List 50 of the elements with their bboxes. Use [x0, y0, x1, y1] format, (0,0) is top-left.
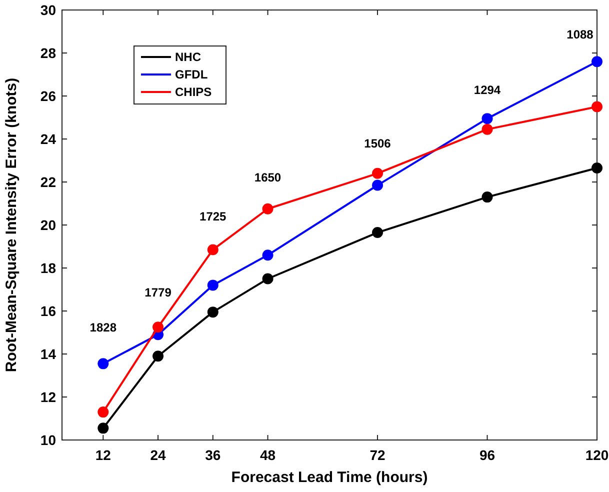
legend-label: GFDL — [175, 68, 208, 82]
annotation: 1725 — [200, 210, 227, 224]
x-tick-label: 12 — [95, 447, 112, 463]
y-tick-label: 30 — [40, 2, 56, 18]
y-tick-label: 12 — [40, 389, 56, 405]
point — [592, 101, 602, 112]
annotation: 1294 — [474, 83, 501, 98]
point — [152, 322, 164, 333]
x-tick-label: 120 — [585, 447, 609, 463]
point — [207, 244, 218, 256]
y-tick-label: 24 — [40, 131, 56, 147]
point — [482, 124, 493, 135]
y-tick-label: 22 — [40, 174, 56, 190]
point — [482, 192, 493, 203]
point — [372, 180, 384, 191]
y-tick-label: 26 — [40, 88, 56, 104]
x-tick-label: 36 — [205, 447, 221, 463]
y-tick-label: 20 — [40, 217, 56, 233]
point — [592, 56, 602, 68]
y-axis-title: Root-Mean-Square Intensity Error (knots) — [3, 78, 20, 372]
point — [207, 280, 218, 291]
point — [98, 406, 109, 418]
annotation: 1828 — [90, 320, 117, 335]
y-tick-label: 14 — [40, 346, 56, 362]
point — [372, 168, 384, 179]
legend-label: NHC — [175, 50, 202, 64]
point — [592, 162, 602, 174]
point — [98, 422, 109, 434]
y-tick-label: 18 — [40, 260, 56, 276]
annotation: 1650 — [254, 170, 282, 184]
annotation: 1088 — [566, 28, 594, 42]
point — [262, 250, 274, 261]
point — [262, 273, 274, 284]
x-tick-label: 24 — [150, 447, 166, 463]
point — [152, 350, 164, 362]
x-tick-label: 48 — [260, 447, 276, 463]
point — [98, 358, 109, 370]
point — [482, 113, 493, 124]
annotation: 1506 — [364, 136, 392, 150]
y-tick-label: 16 — [40, 303, 56, 319]
x-tick-label: 96 — [479, 447, 496, 463]
annotation: 1779 — [144, 286, 172, 300]
legend-label: CHIPS — [175, 85, 212, 99]
point — [207, 306, 218, 318]
point — [372, 227, 384, 238]
point — [262, 203, 274, 214]
y-tick-label: 10 — [40, 432, 56, 448]
y-tick-label: 28 — [40, 45, 56, 61]
x-axis-title: Forecast Lead Time (hours) — [231, 469, 428, 486]
x-tick-label: 72 — [370, 447, 386, 463]
